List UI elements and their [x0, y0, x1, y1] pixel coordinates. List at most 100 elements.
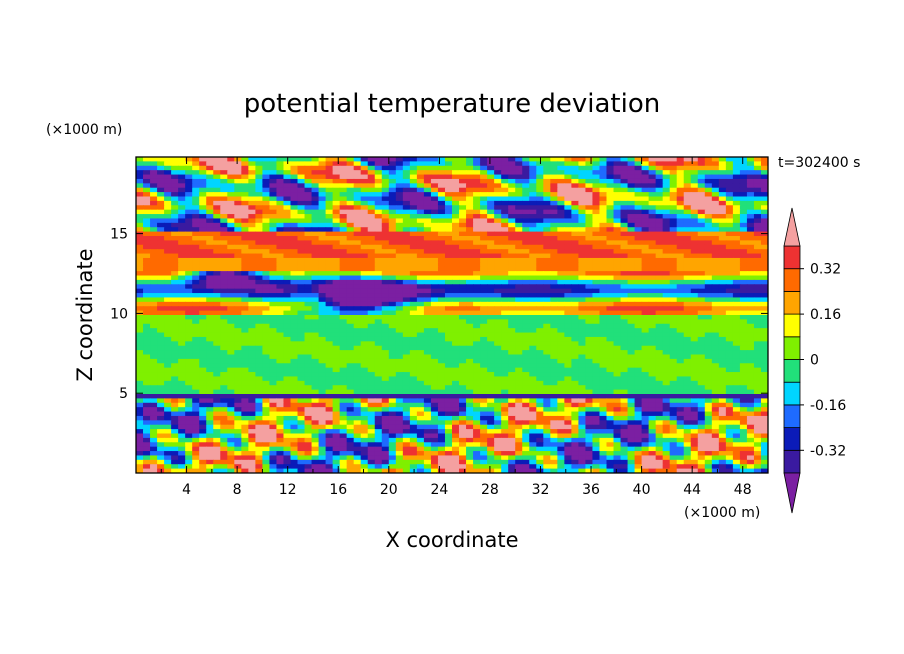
field-cell [213, 306, 221, 312]
field-cell [501, 306, 509, 312]
field-cell [325, 214, 334, 220]
field-cell [367, 218, 376, 224]
field-cell [571, 301, 579, 307]
field-cell [248, 376, 256, 382]
field-cell [157, 315, 165, 320]
field-cell [662, 165, 671, 171]
field-cell [255, 157, 263, 162]
field-cell [494, 178, 502, 184]
field-cell [416, 367, 425, 373]
field-cell [213, 275, 221, 281]
field-cell [620, 236, 629, 241]
field-cell [501, 336, 509, 342]
field-cell [606, 301, 615, 307]
field-cell [262, 192, 271, 198]
field-cell [627, 192, 636, 198]
field-cell [171, 222, 179, 228]
field-cell [444, 376, 453, 382]
field-cell [543, 345, 551, 351]
field-cell [634, 262, 643, 268]
field-cell [641, 236, 650, 241]
field-cell [543, 354, 551, 360]
field-cell [395, 244, 404, 250]
field-cell [339, 214, 348, 220]
field-cell [732, 319, 741, 325]
field-cell [430, 275, 439, 281]
field-cell [360, 319, 369, 325]
field-cell [402, 271, 411, 277]
field-cell [627, 257, 636, 263]
field-cell [213, 350, 221, 356]
field-cell [620, 157, 629, 162]
field-cell [311, 354, 320, 360]
field-cell [648, 336, 657, 342]
field-cell [599, 350, 608, 356]
field-cell [739, 253, 748, 259]
field-cell [739, 310, 748, 316]
field-cell [374, 319, 383, 325]
field-cell [430, 161, 439, 167]
field-cell [501, 363, 509, 369]
field-cell [234, 266, 242, 272]
field-cell [627, 209, 636, 215]
field-cell [171, 187, 179, 193]
field-cell [473, 174, 481, 180]
field-cell [690, 222, 699, 228]
field-cell [522, 200, 530, 206]
field-cell [634, 350, 643, 356]
field-cell [718, 372, 727, 378]
field-cell [136, 315, 144, 320]
field-cell [262, 214, 271, 220]
field-cell [746, 170, 755, 176]
field-cell [423, 170, 432, 176]
field-cell [599, 257, 608, 263]
field-cell [662, 354, 671, 360]
field-cell [276, 174, 285, 180]
field-cell [353, 200, 362, 206]
field-cell [423, 187, 432, 193]
field-cell [459, 389, 467, 395]
field-cell [178, 178, 186, 184]
field-cell [444, 257, 453, 263]
field-cell [164, 310, 172, 316]
field-cell [557, 310, 565, 316]
field-cell [416, 218, 425, 224]
field-cell [409, 306, 418, 312]
field-cell [494, 394, 502, 399]
field-cell [725, 205, 734, 211]
field-cell [171, 275, 179, 281]
field-cell [739, 266, 748, 272]
field-cell [262, 380, 271, 386]
field-cell [676, 214, 685, 220]
field-cell [529, 192, 537, 198]
field-cell [199, 341, 207, 347]
field-cell [725, 328, 734, 334]
field-cell [437, 297, 446, 303]
field-cell [557, 372, 565, 378]
field-cell [206, 244, 214, 250]
field-cell [515, 200, 523, 206]
field-cell [536, 244, 544, 250]
field-cell [648, 389, 657, 395]
field-cell [669, 214, 678, 220]
field-cell [592, 279, 601, 285]
field-cell [480, 279, 488, 285]
field-cell [452, 301, 460, 307]
field-cell [634, 214, 643, 220]
field-cell [297, 200, 306, 206]
field-cell [739, 218, 748, 224]
field-cell [255, 266, 263, 272]
field-cell [452, 218, 460, 224]
field-cell [206, 319, 214, 325]
field-cell [620, 249, 629, 255]
field-cell [466, 389, 474, 395]
field-cell [760, 332, 768, 338]
field-cell [297, 332, 306, 338]
field-cell [648, 218, 657, 224]
field-cell [501, 244, 509, 250]
field-cell [409, 165, 418, 171]
field-cell [220, 257, 228, 263]
field-cell [255, 253, 263, 259]
field-cell [606, 341, 615, 347]
field-cell [578, 358, 587, 364]
